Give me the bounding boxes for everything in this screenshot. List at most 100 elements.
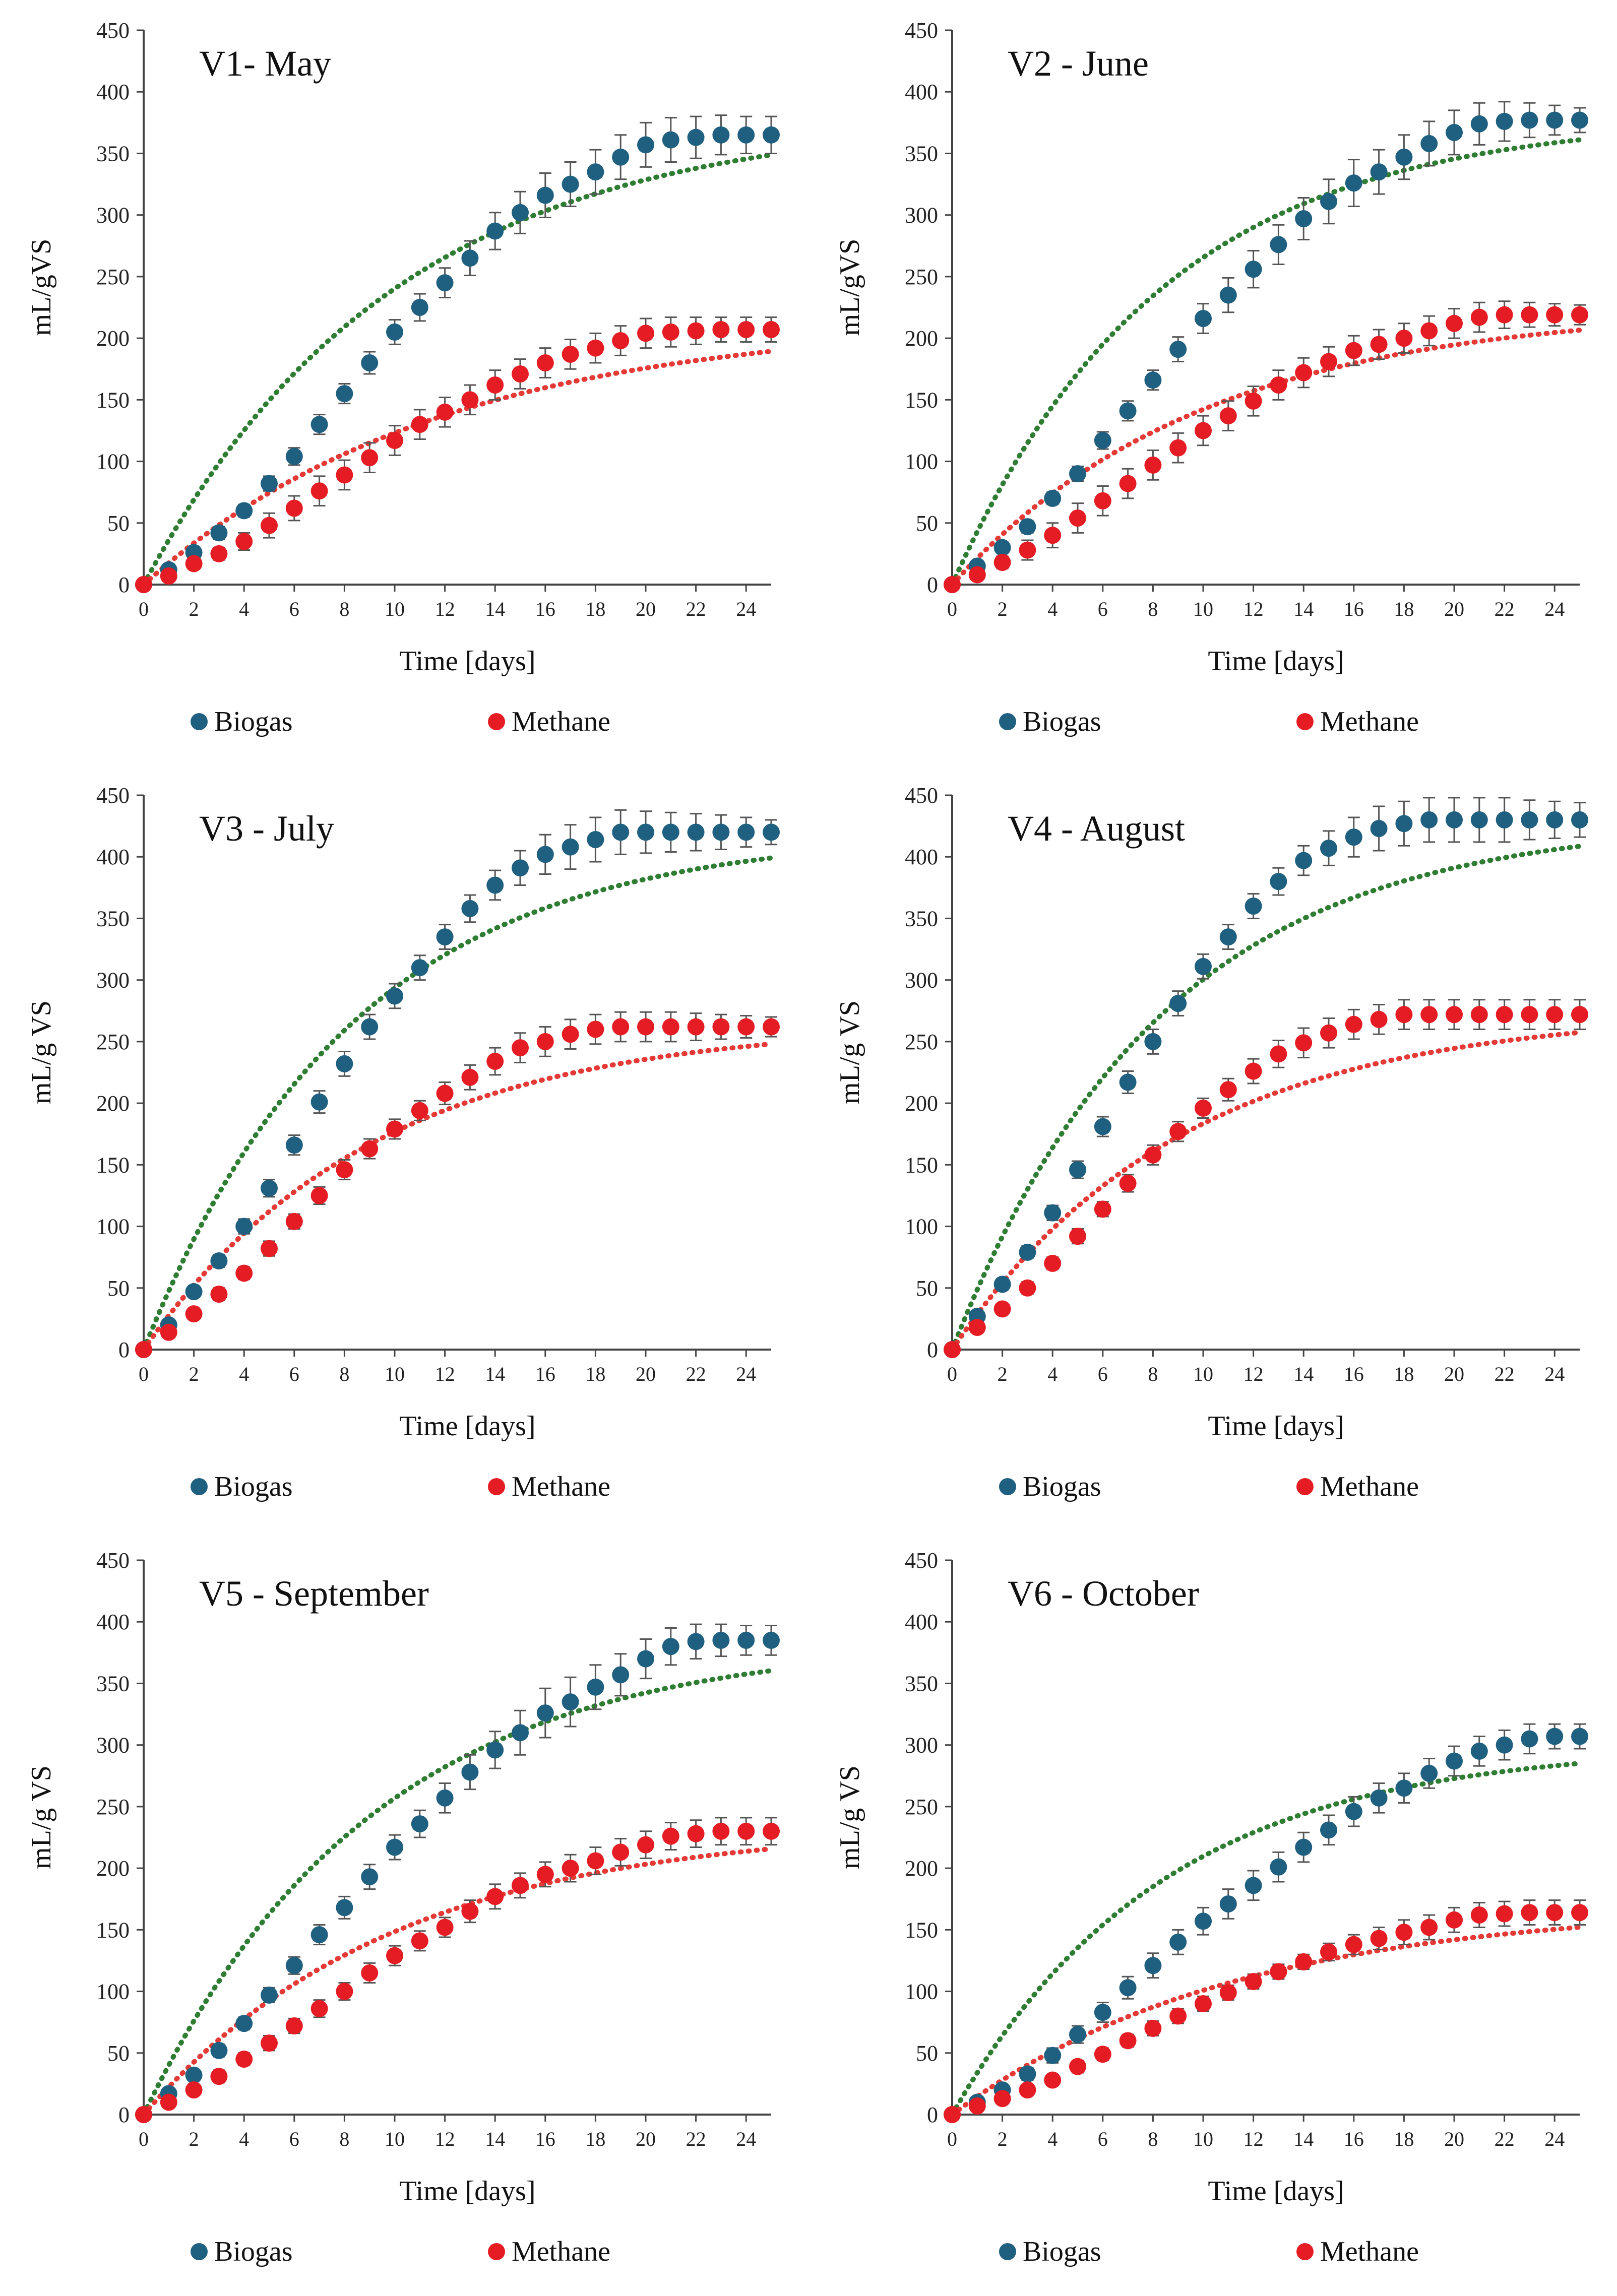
y-tick-label: 50 — [916, 1276, 938, 1301]
x-tick-label: 12 — [435, 598, 455, 620]
x-tick-label: 18 — [1394, 2128, 1414, 2150]
data-point-methane — [235, 533, 253, 550]
x-tick-label: 24 — [1544, 598, 1565, 620]
data-point-biogas — [1420, 1764, 1438, 1782]
data-point-biogas — [1119, 402, 1137, 420]
data-point-biogas — [1395, 1779, 1413, 1797]
y-tick-label: 300 — [96, 1733, 130, 1758]
x-tick-label: 10 — [1193, 598, 1213, 620]
data-point-methane — [1094, 1200, 1111, 1218]
data-point-methane — [944, 576, 961, 593]
data-point-methane — [1044, 1254, 1062, 1272]
x-tick-label: 8 — [1148, 2128, 1158, 2150]
data-point-methane — [1521, 1904, 1538, 1922]
y-tick-label: 350 — [96, 141, 130, 166]
x-tick-label: 16 — [535, 2128, 555, 2150]
y-tick-label: 0 — [118, 2102, 130, 2127]
x-axis-label: Time [days] — [1208, 646, 1344, 677]
chart-title: V6 - October — [1008, 1573, 1199, 1614]
data-point-methane — [562, 1860, 579, 1877]
data-point-biogas — [386, 323, 403, 341]
y-tick-label: 300 — [96, 203, 130, 228]
legend-label-biogas: Biogas — [1023, 706, 1101, 737]
data-point-methane — [336, 1161, 353, 1179]
y-tick-label: 350 — [96, 1671, 130, 1696]
data-point-biogas — [637, 823, 654, 841]
y-tick-label: 200 — [905, 1856, 938, 1881]
legend-marker-biogas — [191, 1478, 208, 1495]
data-point-biogas — [1245, 261, 1262, 278]
x-tick-label: 4 — [1047, 1363, 1058, 1385]
data-point-biogas — [1069, 465, 1086, 482]
data-point-biogas — [261, 475, 278, 492]
y-tick-label: 0 — [927, 572, 938, 597]
data-point-biogas — [1069, 1161, 1086, 1179]
legend-marker-methane — [488, 2243, 505, 2260]
data-point-biogas — [411, 299, 428, 316]
x-tick-label: 20 — [636, 1363, 656, 1385]
data-point-methane — [386, 432, 403, 449]
data-point-biogas — [1044, 489, 1062, 507]
x-tick-label: 2 — [189, 598, 199, 620]
legend-label-biogas: Biogas — [1023, 1471, 1101, 1502]
x-axis-label: Time [days] — [399, 2176, 535, 2207]
data-point-methane — [1119, 2032, 1137, 2050]
y-tick-label: 400 — [905, 845, 938, 869]
x-tick-label: 16 — [1344, 1363, 1364, 1385]
data-point-methane — [536, 1866, 554, 1883]
data-point-methane — [993, 554, 1011, 571]
data-point-biogas — [712, 823, 730, 841]
x-tick-label: 4 — [239, 1363, 249, 1385]
data-point-methane — [486, 1888, 504, 1905]
model-curve-biogas — [950, 1761, 1582, 2117]
model-curve-biogas — [950, 844, 1582, 1352]
data-point-methane — [1195, 1995, 1212, 2012]
data-point-biogas — [310, 1093, 328, 1111]
x-tick-label: 2 — [189, 2128, 199, 2150]
x-tick-label: 24 — [736, 1363, 756, 1385]
legend-label-methane: Methane — [512, 706, 610, 737]
data-point-methane — [1169, 2007, 1187, 2025]
data-point-methane — [1169, 439, 1187, 457]
data-point-methane — [1470, 1006, 1488, 1024]
data-point-methane — [1044, 2071, 1062, 2089]
data-point-methane — [411, 1102, 428, 1119]
data-point-methane — [235, 2051, 253, 2068]
x-tick-label: 24 — [736, 2128, 756, 2150]
data-point-methane — [763, 1822, 780, 1840]
y-tick-label: 100 — [905, 1980, 938, 2004]
x-tick-label: 0 — [947, 2128, 957, 2150]
legend-marker-biogas — [191, 713, 208, 730]
y-tick-label: 350 — [905, 906, 938, 931]
x-tick-label: 6 — [289, 1363, 299, 1385]
y-tick-label: 150 — [905, 388, 938, 412]
x-tick-label: 4 — [239, 2128, 249, 2150]
data-point-biogas — [336, 1899, 353, 1917]
y-tick-label: 50 — [107, 2041, 130, 2066]
x-axis-label: Time [days] — [399, 1411, 535, 1442]
data-point-methane — [612, 1843, 630, 1861]
data-point-methane — [285, 1213, 303, 1230]
data-point-biogas — [1144, 371, 1162, 389]
model-curve-biogas — [141, 1668, 774, 2117]
y-tick-label: 250 — [96, 1795, 130, 1819]
y-tick-label: 250 — [905, 1030, 938, 1054]
y-tick-label: 0 — [927, 1337, 938, 1362]
x-tick-label: 24 — [1544, 1363, 1565, 1385]
data-point-methane — [993, 1300, 1011, 1318]
y-tick-label: 0 — [118, 572, 130, 597]
x-tick-label: 14 — [485, 1363, 505, 1385]
x-tick-label: 6 — [1098, 598, 1108, 620]
y-tick-label: 300 — [96, 968, 130, 993]
data-point-methane — [1144, 456, 1162, 474]
y-tick-label: 450 — [905, 1548, 938, 1573]
chart-title: V1- May — [199, 43, 331, 84]
data-point-biogas — [687, 129, 705, 146]
data-point-biogas — [411, 1815, 428, 1833]
x-tick-label: 14 — [1293, 598, 1314, 620]
model-curve-biogas — [141, 152, 774, 587]
data-point-biogas — [687, 823, 705, 841]
